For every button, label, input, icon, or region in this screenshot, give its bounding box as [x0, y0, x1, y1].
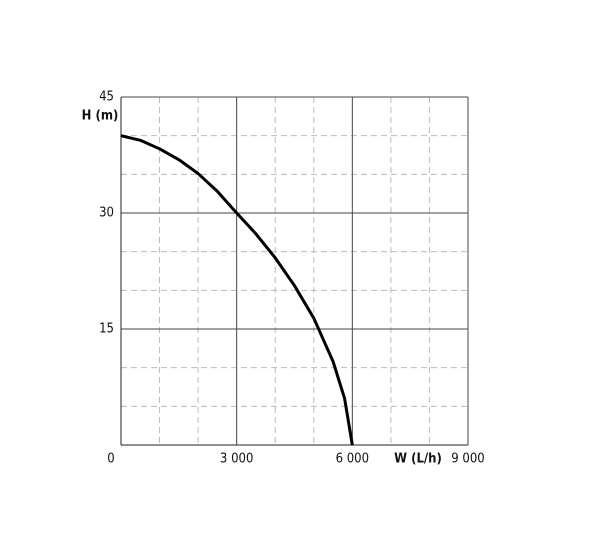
- x-tick-label: 3 000: [220, 452, 253, 467]
- x-tick-label: 0: [107, 452, 114, 467]
- y-tick-label: 30: [99, 206, 114, 221]
- x-axis-title: W (L/h): [394, 452, 442, 467]
- y-tick-label: 45: [99, 90, 114, 105]
- curve: [120, 134, 354, 446]
- y-tick-label: 15: [99, 322, 114, 337]
- x-tick-label: 9 000: [451, 452, 484, 467]
- y-axis-title: H (m): [82, 109, 119, 124]
- x-tick-label: 6 000: [336, 452, 369, 467]
